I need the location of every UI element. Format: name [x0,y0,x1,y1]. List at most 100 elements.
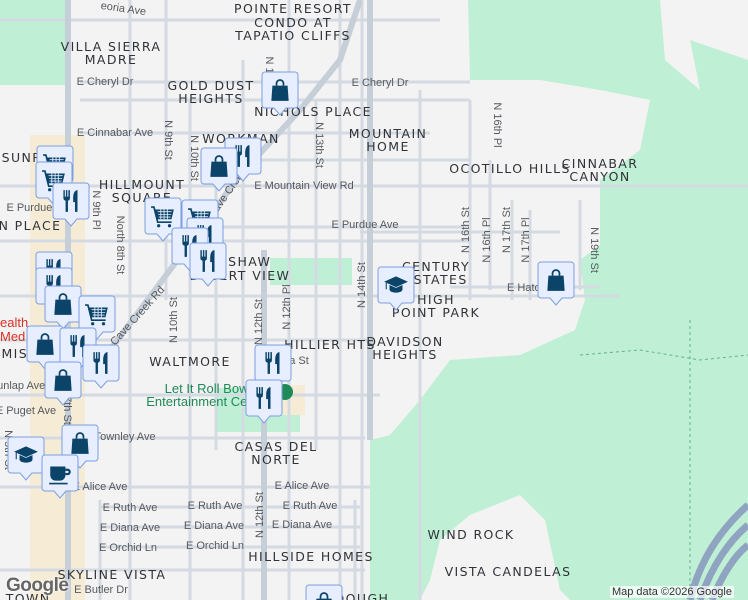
label-casas-del-norte: NORTE [251,452,301,467]
shopping-bag-marker[interactable] [44,285,82,330]
poi-bowling-label[interactable]: Entertainment Center [146,394,270,409]
label-hillmount-square: HILLMOUNT [99,177,185,192]
street-cinnabar: E Cinnabar Ave [77,127,153,139]
label-pointe-resort: TAPATIO CLIFFS [234,28,351,43]
label-vista-candelas: VISTA CANDELAS [445,564,572,579]
street-vista: a St [289,355,309,367]
restaurant-marker[interactable] [52,182,90,227]
street-n-1: N 1 [263,56,275,73]
street-n-19th-st: N 19th St [588,227,600,273]
street-alice: E Alice Ave [275,480,330,492]
street-n-12th-pl: N 12th Pl [281,284,293,329]
label-dough: DOUGH [335,591,390,600]
street-labels: eoria Ave E Cheryl Dr E Cheryl Dr E Cinn… [0,0,600,596]
street-peoria: eoria Ave [100,0,147,18]
street-orchid: E Orchid Ln [186,540,244,552]
street-ruth: E Ruth Ave [103,502,158,514]
label-hillside-homes: HILLSIDE HOMES [248,549,374,564]
label-pointe-resort: POINTE RESORT [234,1,352,16]
street-cheryl: E Cheryl Dr [352,77,409,89]
marker-pin[interactable] [245,379,283,424]
marker-pin[interactable] [189,242,227,287]
map-attribution[interactable]: Map data ©2026 Google [609,586,734,598]
label-ocotillo-hills: OCOTILLO HILLS [449,161,571,176]
street-dunlap: E Dunlap Ave [0,380,45,392]
poi-labels: ealth Med Let It Roll Bowl Entertainment… [0,315,293,409]
restaurant-marker[interactable] [245,379,283,424]
poi-health-label[interactable]: Med [0,329,25,344]
street-townley: E Townley Ave [84,431,155,443]
label-high-point-park: POINT PARK [392,305,480,320]
street-diana: E Diana Ave [272,519,332,531]
street-cave-creek-rd: Cave Creek Rd [108,284,167,348]
label-villa-sierra-madre: VILLA SIERRA [61,39,162,54]
label-cinnabar-canyon: CINNABAR [562,156,639,171]
street-diana: E Diana Ave [184,520,244,532]
label-villa-sierra-madre: MADRE [85,52,138,67]
label-wind-rock: WIND ROCK [427,527,514,542]
shopping-bag-marker[interactable] [537,261,575,306]
label-gold-dust-heights: HEIGHTS [178,91,243,106]
street-butler: E Butler Dr [74,584,128,596]
label-pointe-resort: CONDO AT [254,15,332,30]
label-h-town: H TOWN [0,591,50,600]
street-n-16th-pl: N 16th Pl [481,217,493,262]
label-casas-del-norte: CASAS DEL [235,439,318,454]
street-n-17th-pl: N 17th Pl [520,217,532,262]
label-cinnabar-canyon: CANYON [569,169,630,184]
street-puget: E Puget Ave [0,405,56,417]
street-n-10th: N 10th St [168,297,180,343]
street-n-12th: N 12th St [253,299,265,345]
marker-pin[interactable] [52,182,90,227]
google-logo: Google [6,575,69,596]
label-mountain-home: HOME [366,139,410,154]
street-n-9th: N 9th St [162,120,174,160]
shopping-bag-marker[interactable] [200,147,238,192]
restaurant-marker[interactable] [82,344,120,389]
shopping-bag-marker[interactable] [305,584,343,600]
street-cheryl: E Cheryl Dr [77,76,134,88]
marker-pin[interactable] [82,344,120,389]
street-purdue: E Purdue Ave [331,219,398,231]
shopping-bag-marker[interactable] [44,361,82,406]
label-century-estates: CENTURY [402,259,470,274]
label-sunr: SUNR [2,150,43,165]
shopping-bag-marker[interactable] [261,71,299,116]
street-alice: E Alice Ave [73,481,128,493]
street-n-12th: N 12th St [254,492,266,538]
street-n-17th-st: N 17th St [501,207,513,253]
street-n-10th: N 10th St [188,135,200,181]
street-diana: E Diana Ave [100,522,160,534]
street-n-16th-st: N 16th St [460,207,472,253]
street-n-9th-pl: N 9th Pl [90,190,102,229]
coffee-marker[interactable] [41,454,79,499]
park-phoenix-mountains [370,0,748,600]
school-marker[interactable] [377,266,415,311]
street-mountain-view: E Mountain View Rd [254,180,353,192]
label-waltmore: WALTMORE [149,354,231,369]
park-northwest [0,0,65,85]
label-davidson-heights: HEIGHTS [372,347,437,362]
label-n-place: N PLACE [0,218,61,233]
street-north-8th: North 8th St [114,216,126,275]
neighborhood-labels: POINTE RESORT CONDO AT TAPATIO CLIFFS VI… [0,1,639,600]
label-davidson-heights: DAVIDSON [366,334,443,349]
street-n-14th: N 14th St [356,262,368,308]
poi-health-label[interactable]: ealth [0,315,28,330]
street-ruth: E Ruth Ave [283,500,338,512]
label-high-point-park: HIGH [417,292,455,307]
poi-bowling-label[interactable]: Let It Roll Bowl [165,381,252,396]
cave-creek-road [107,0,363,352]
school-marker[interactable] [7,436,45,481]
restaurant-marker[interactable] [189,242,227,287]
label-skyline-vista: SKYLINE VISTA [58,567,167,582]
label-hillier-hts: HILLIER HTS [284,337,376,352]
street-n-13th: N 13th St [313,122,325,168]
label-mountain-home: MOUNTAIN [349,126,428,141]
street-n-16th-pl: N 16th Pl [491,102,503,147]
label-gold-dust-heights: GOLD DUST [167,78,254,93]
trail [579,320,748,600]
label-century-estates: ESTATES [404,272,467,287]
